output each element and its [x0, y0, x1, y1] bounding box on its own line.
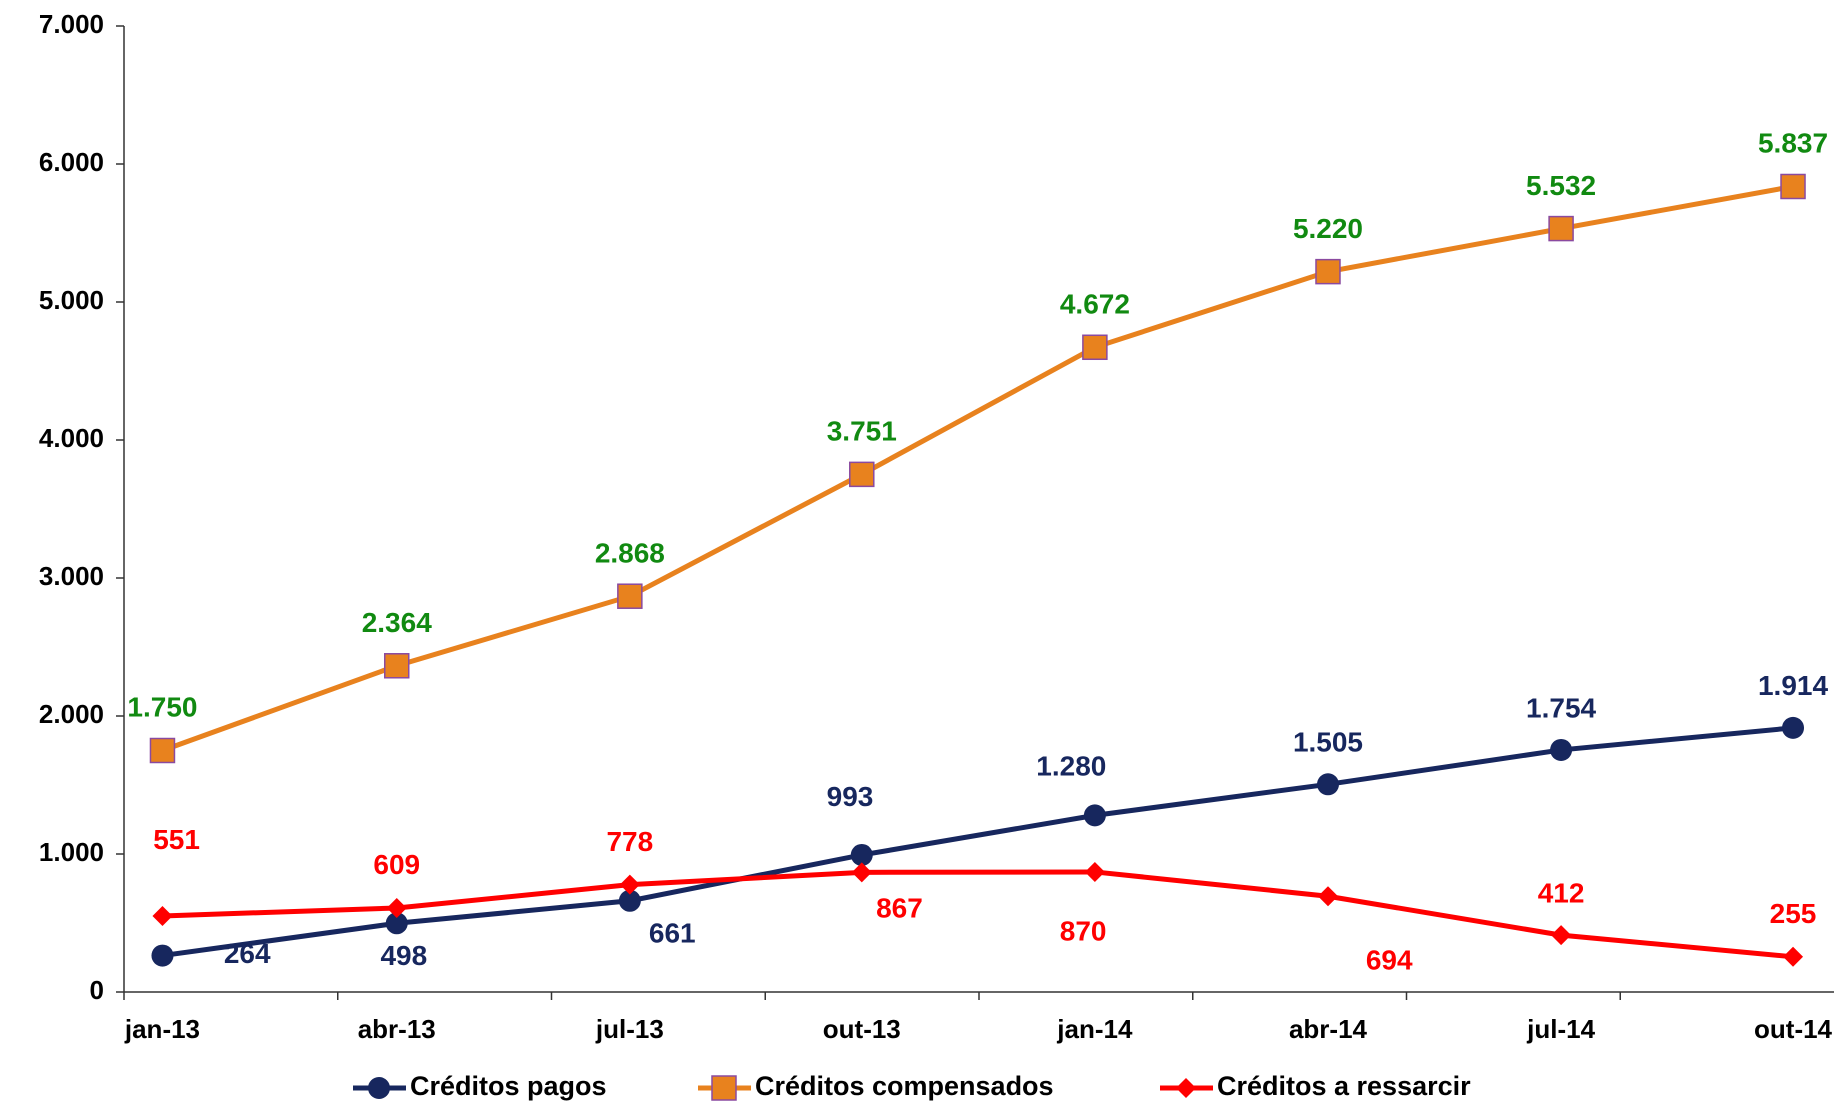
x-tick-label: jan-13 — [124, 1014, 200, 1044]
y-tick-label: 5.000 — [39, 285, 104, 315]
data-point — [152, 905, 173, 926]
data-point — [1782, 716, 1805, 739]
y-tick-label: 7.000 — [39, 9, 104, 39]
data-point — [383, 653, 410, 679]
data-label: 3.751 — [827, 416, 897, 447]
legend-label: Créditos a ressarcir — [1217, 1071, 1471, 1101]
data-point — [151, 944, 174, 967]
series-line — [162, 869, 1794, 960]
data-label: 609 — [373, 849, 420, 880]
data-label: 1.505 — [1293, 727, 1363, 758]
legend-label: Créditos compensados — [755, 1071, 1054, 1101]
data-point — [385, 912, 408, 935]
data-label: 412 — [1538, 878, 1585, 909]
data-label: 2.364 — [362, 607, 432, 638]
data-point — [1548, 215, 1574, 242]
data-point — [849, 461, 875, 488]
data-label: 1.750 — [127, 692, 197, 723]
data-label: 5.532 — [1526, 170, 1596, 201]
data-point — [149, 737, 176, 764]
legend-marker — [1176, 1078, 1196, 1098]
y-tick-label: 2.000 — [39, 699, 104, 729]
data-label: 694 — [1366, 945, 1413, 976]
data-point — [619, 874, 640, 895]
x-tick-label: out-13 — [823, 1014, 901, 1044]
data-point — [850, 843, 873, 866]
data-label: 1.914 — [1758, 670, 1828, 701]
data-label: 870 — [1060, 916, 1107, 947]
data-label: 778 — [606, 826, 653, 857]
data-label: 5.220 — [1293, 213, 1363, 244]
data-point — [1783, 946, 1804, 967]
data-label: 4.672 — [1060, 288, 1130, 319]
y-tick-label: 6.000 — [39, 147, 104, 177]
data-point — [1780, 173, 1806, 200]
x-tick-label: abr-14 — [1289, 1014, 1368, 1044]
legend-marker — [711, 1075, 737, 1101]
x-tick-label: out-14 — [1754, 1014, 1833, 1044]
legend-marker — [368, 1077, 390, 1099]
data-label: 255 — [1770, 898, 1817, 929]
y-tick-label: 0 — [90, 975, 104, 1005]
data-label: 498 — [380, 940, 427, 971]
data-point — [1082, 334, 1108, 361]
y-tick-label: 3.000 — [39, 561, 104, 591]
data-label: 551 — [153, 824, 200, 855]
data-point — [1550, 738, 1573, 761]
data-point — [1084, 861, 1105, 882]
data-label: 264 — [224, 938, 271, 969]
data-label: 5.837 — [1758, 128, 1828, 159]
x-tick-label: jul-14 — [1526, 1014, 1595, 1044]
legend-label: Créditos pagos — [410, 1071, 607, 1101]
y-tick-label: 1.000 — [39, 837, 104, 867]
data-point — [1315, 258, 1341, 285]
data-point — [386, 897, 407, 918]
data-label: 661 — [649, 917, 696, 948]
data-label: 2.868 — [595, 537, 665, 568]
x-tick-label: jan-14 — [1056, 1014, 1133, 1044]
data-point — [1551, 925, 1572, 946]
data-label: 993 — [827, 781, 874, 812]
data-label: 1.280 — [1036, 751, 1106, 782]
data-point — [618, 889, 641, 912]
series-line — [161, 184, 1794, 753]
data-label: 867 — [876, 892, 923, 923]
x-tick-label: jul-13 — [595, 1014, 664, 1044]
x-tick-label: abr-13 — [358, 1014, 436, 1044]
y-tick-label: 4.000 — [39, 423, 104, 453]
data-point — [1316, 773, 1339, 796]
data-label: 1.754 — [1526, 692, 1596, 723]
data-point — [1083, 804, 1106, 827]
series-line — [162, 725, 1794, 959]
data-point — [617, 583, 643, 609]
data-point — [851, 862, 872, 883]
data-point — [1317, 886, 1338, 907]
